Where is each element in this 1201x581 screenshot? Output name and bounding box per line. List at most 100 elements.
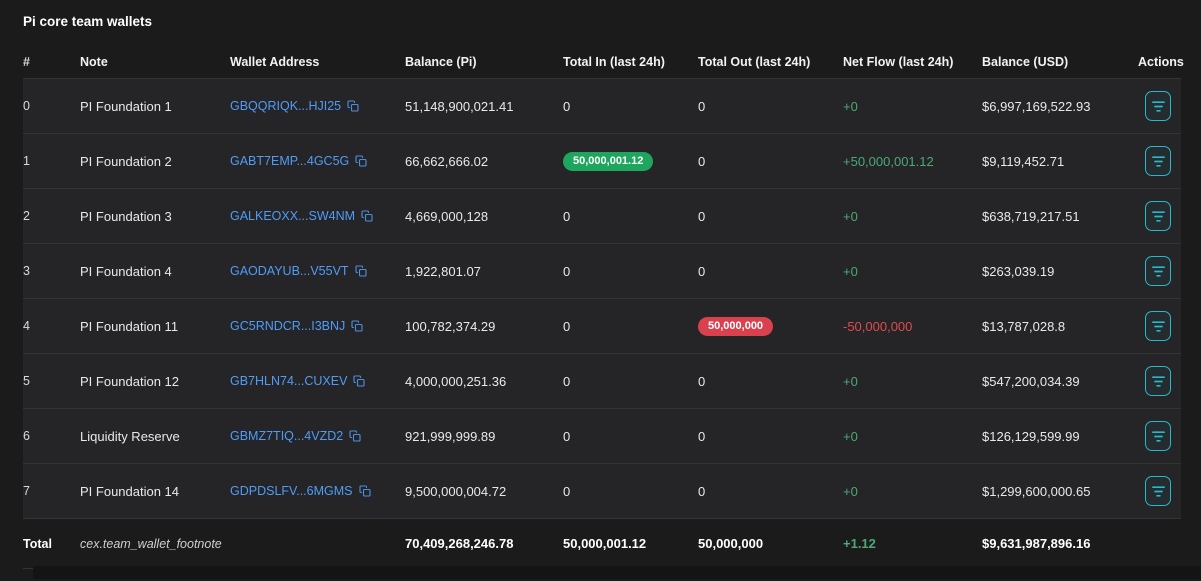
column-header: # <box>23 54 30 69</box>
wallet-note: PI Foundation 2 <box>80 153 172 169</box>
wallet-note: PI Foundation 4 <box>80 263 172 279</box>
net-flow-value: +0 <box>843 263 858 279</box>
net-flow-cell: +0 <box>843 209 982 224</box>
wallet-address-link[interactable]: GALKEOXX...SW4NM <box>230 209 356 223</box>
row-filter-button[interactable] <box>1145 311 1171 341</box>
wallet-address-link[interactable]: GDPDSLFV...6MGMS <box>230 484 353 498</box>
wallet-note: PI Foundation 3 <box>80 208 172 224</box>
balance-pi: 100,782,374.29 <box>405 318 496 334</box>
wallet-address-cell: GBQQRIQK...HJI25 <box>230 99 405 113</box>
total-in-cell: 0 <box>563 263 571 279</box>
balance-usd: $547,200,034.39 <box>982 373 1080 389</box>
copy-icon[interactable] <box>349 430 361 442</box>
net-flow-cell: +0 <box>843 99 982 114</box>
row-index: 0 <box>23 99 30 113</box>
wallets-page: Pi core team wallets # Note Wallet Address… <box>23 14 1184 569</box>
table-body: 0 PI Foundation 1 GBQQRIQK...HJI25 51,148,9… <box>23 79 1181 519</box>
total-in-cell: 0 <box>563 98 571 114</box>
row-filter-button[interactable] <box>1145 91 1171 121</box>
total-out-cell: 0 <box>698 153 706 169</box>
actions-cell <box>1138 421 1181 451</box>
page-title: Pi core team wallets <box>23 14 153 29</box>
total-in-cell: 0 <box>563 483 571 499</box>
filter-icon <box>1151 155 1165 167</box>
filter-icon <box>1151 485 1165 497</box>
net-flow-value: +0 <box>843 483 858 499</box>
wallet-address-cell: GB7HLN74...CUXEV <box>230 374 405 388</box>
filter-icon <box>1151 210 1165 222</box>
wallet-address-link[interactable]: GC5RNDCR...I3BNJ <box>230 319 346 333</box>
total-in-cell: 0 <box>563 208 571 224</box>
row-index: 3 <box>23 264 30 278</box>
filter-icon <box>1151 265 1165 277</box>
net-flow-value: +0 <box>843 373 858 389</box>
net-flow-cell: +50,000,001.12 <box>843 154 982 169</box>
net-flow-cell: +0 <box>843 264 982 279</box>
wallets-table: # Note Wallet Address Balance (Pi) Total In … <box>23 45 1184 569</box>
copy-icon[interactable] <box>347 100 359 112</box>
total-out-cell: 0 <box>698 373 706 389</box>
row-filter-button[interactable] <box>1145 476 1171 506</box>
row-filter-button[interactable] <box>1145 421 1171 451</box>
actions-cell <box>1138 311 1181 341</box>
horizontal-scrollbar[interactable] <box>33 566 1201 579</box>
footer-balance-pi: 70,409,268,246.78 <box>405 536 514 551</box>
row-filter-button[interactable] <box>1145 256 1171 286</box>
copy-icon[interactable] <box>353 375 365 387</box>
wallet-address-link[interactable]: GB7HLN74...CUXEV <box>230 374 348 388</box>
copy-icon[interactable] <box>358 485 371 497</box>
balance-pi: 4,669,000,128 <box>405 208 489 224</box>
inflow-badge: 50,000,001.12 <box>563 151 654 171</box>
footer-net-flow: +1.12 <box>843 536 876 551</box>
row-filter-button[interactable] <box>1145 146 1171 176</box>
table-row: 6 Liquidity Reserve GBMZ7TIQ...4VZD2 921,99… <box>23 409 1181 464</box>
column-header: Actions <box>1138 54 1184 69</box>
footer-net-flow-cell: +1.12 <box>843 536 982 551</box>
wallet-address-cell: GABT7EMP...4GC5G <box>230 154 405 168</box>
column-header: Net Flow (last 24h) <box>843 54 954 69</box>
wallet-address-link[interactable]: GBMZ7TIQ...4VZD2 <box>230 429 344 443</box>
balance-usd: $263,039.19 <box>982 263 1055 279</box>
total-out-cell: 0 <box>698 208 706 224</box>
table-row: 4 PI Foundation 11 GC5RNDCR...I3BNJ 100,782… <box>23 299 1181 354</box>
column-header: Balance (Pi) <box>405 54 477 69</box>
wallet-note: PI Foundation 12 <box>80 373 180 389</box>
row-index: 1 <box>23 154 30 168</box>
filter-icon <box>1151 320 1165 332</box>
wallet-address-cell: GAODAYUB...V55VT <box>230 264 405 278</box>
total-in-cell: 0 <box>563 428 571 444</box>
balance-usd: $9,119,452.71 <box>982 153 1065 169</box>
outflow-badge: 50,000,000 <box>698 316 774 336</box>
wallet-note: PI Foundation 11 <box>80 318 179 334</box>
footer-total-in: 50,000,001.12 <box>563 536 647 551</box>
balance-usd: $13,787,028.8 <box>982 318 1066 334</box>
copy-icon[interactable] <box>361 210 373 222</box>
copy-icon[interactable] <box>355 265 367 277</box>
net-flow-cell: +0 <box>843 429 982 444</box>
copy-icon[interactable] <box>351 320 363 332</box>
footer-total-out: 50,000,000 <box>698 536 764 551</box>
row-filter-button[interactable] <box>1145 201 1171 231</box>
actions-cell <box>1138 91 1181 121</box>
total-out-cell: 50,000,000 <box>698 316 843 336</box>
row-index: 4 <box>23 319 30 333</box>
total-out-cell: 0 <box>698 98 706 114</box>
actions-cell <box>1138 256 1181 286</box>
wallet-address-link[interactable]: GAODAYUB...V55VT <box>230 264 349 278</box>
wallet-address-cell: GDPDSLFV...6MGMS <box>230 484 405 498</box>
wallet-note: PI Foundation 1 <box>80 98 172 114</box>
table-row: 7 PI Foundation 14 GDPDSLFV...6MGMS 9,500,0… <box>23 464 1181 519</box>
net-flow-value: +0 <box>843 428 858 444</box>
table-footer-row: Total cex.team_wallet_footnote 70,409,26… <box>23 519 1181 569</box>
column-header: Total In (last 24h) <box>563 54 665 69</box>
wallet-address-cell: GC5RNDCR...I3BNJ <box>230 319 405 333</box>
column-header: Note <box>80 54 108 69</box>
copy-icon[interactable] <box>355 155 367 167</box>
wallet-address-link[interactable]: GBQQRIQK...HJI25 <box>230 99 342 113</box>
balance-usd: $6,997,169,522.93 <box>982 98 1091 114</box>
column-header: Total Out (last 24h) <box>698 54 811 69</box>
wallet-address-link[interactable]: GABT7EMP...4GC5G <box>230 154 350 168</box>
row-filter-button[interactable] <box>1145 366 1171 396</box>
balance-pi: 9,500,000,004.72 <box>405 483 507 499</box>
row-index: 2 <box>23 209 30 223</box>
